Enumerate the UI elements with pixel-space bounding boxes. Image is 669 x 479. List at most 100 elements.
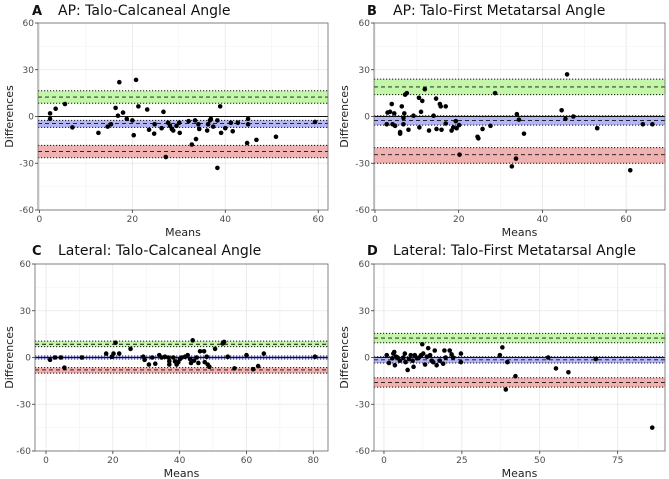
data-point <box>144 107 150 112</box>
data-point <box>151 131 157 136</box>
y-tick-label: -60 <box>355 206 370 216</box>
y-axis-label: Differences <box>3 326 16 389</box>
data-point <box>563 116 568 122</box>
data-point <box>397 358 403 363</box>
data-point <box>222 125 228 131</box>
data-point <box>159 125 164 131</box>
x-tick-label: 50 <box>534 456 546 466</box>
data-point <box>146 127 152 133</box>
data-point <box>166 355 171 360</box>
upper-ci-band <box>35 341 328 347</box>
data-point <box>189 142 195 147</box>
y-tick-label: 30 <box>359 66 371 76</box>
data-point <box>399 104 405 109</box>
y-tick-label: -30 <box>355 159 370 169</box>
data-point <box>458 359 464 365</box>
data-point <box>406 356 412 362</box>
data-point <box>425 345 431 351</box>
data-point <box>384 121 390 127</box>
data-point <box>215 165 220 171</box>
data-point <box>458 351 464 356</box>
data-point <box>443 355 448 360</box>
data-point <box>185 352 190 358</box>
data-point <box>514 111 520 117</box>
data-point <box>430 359 436 365</box>
data-point <box>70 125 75 130</box>
panel-letter: B <box>367 4 377 19</box>
data-point <box>513 156 519 161</box>
data-point <box>201 348 207 354</box>
lower-ci-band <box>38 145 328 158</box>
data-point <box>124 116 130 122</box>
data-point <box>505 359 510 365</box>
data-point <box>196 121 201 127</box>
data-point <box>204 354 210 360</box>
data-point <box>564 72 570 77</box>
data-point <box>397 131 403 136</box>
panel-letter: D <box>367 244 378 259</box>
data-point <box>594 125 600 131</box>
data-point <box>152 121 157 127</box>
data-point <box>115 113 121 119</box>
panel-letter: A <box>32 4 42 19</box>
data-point <box>400 355 406 360</box>
data-point <box>450 355 456 360</box>
x-tick-label: 40 <box>537 215 549 225</box>
data-point <box>176 120 182 126</box>
data-point <box>116 351 122 356</box>
data-point <box>503 387 509 392</box>
data-point <box>210 124 216 129</box>
bias-ci-band <box>38 120 328 128</box>
bias-ci-band <box>374 356 665 363</box>
panel-d: 0 25 50 75 -60 -30 0 30 60D Lateral: Talo-First M… <box>338 243 666 479</box>
data-point <box>47 111 53 116</box>
data-point <box>244 140 250 146</box>
data-point <box>447 348 453 353</box>
data-point <box>187 356 193 362</box>
data-point <box>434 126 439 132</box>
data-point <box>500 345 505 350</box>
data-point <box>197 348 203 354</box>
data-point <box>545 355 551 360</box>
data-point <box>79 355 85 360</box>
y-axis-label: Differences <box>338 85 351 148</box>
data-point <box>453 118 459 124</box>
y-tick-label: 0 <box>364 354 370 364</box>
data-point <box>221 339 227 345</box>
data-point <box>442 348 447 353</box>
data-point <box>208 116 214 122</box>
data-point <box>566 370 571 375</box>
lower-ci-band <box>374 377 665 388</box>
data-point <box>228 120 234 126</box>
data-point <box>419 341 425 347</box>
x-tick-label: 0 <box>381 456 387 466</box>
data-point <box>47 116 53 122</box>
data-point <box>196 126 202 132</box>
x-tick-label: 20 <box>453 215 465 225</box>
y-tick-label: 60 <box>359 260 371 270</box>
y-tick-label: -30 <box>19 159 34 169</box>
panel-letter: C <box>32 244 42 259</box>
x-tick-label: 60 <box>313 215 325 225</box>
x-axis-label: Means <box>502 226 538 239</box>
data-point <box>438 104 444 109</box>
upper-ci-band <box>38 90 328 104</box>
x-tick-label: 25 <box>456 456 467 466</box>
data-point <box>190 338 195 343</box>
data-point <box>128 346 133 352</box>
data-point <box>427 352 433 358</box>
x-tick-label: 0 <box>43 456 49 466</box>
data-point <box>191 358 197 363</box>
data-point <box>217 104 223 109</box>
panel-title: AP: Talo-Calcaneal Angle <box>58 3 231 19</box>
data-point <box>497 352 503 358</box>
data-point <box>47 357 53 363</box>
data-point <box>443 121 449 126</box>
data-point <box>386 360 392 366</box>
data-point <box>426 128 432 133</box>
y-tick-label: 30 <box>23 66 35 76</box>
data-point <box>439 127 444 133</box>
data-point <box>235 120 241 126</box>
data-point <box>186 118 191 124</box>
